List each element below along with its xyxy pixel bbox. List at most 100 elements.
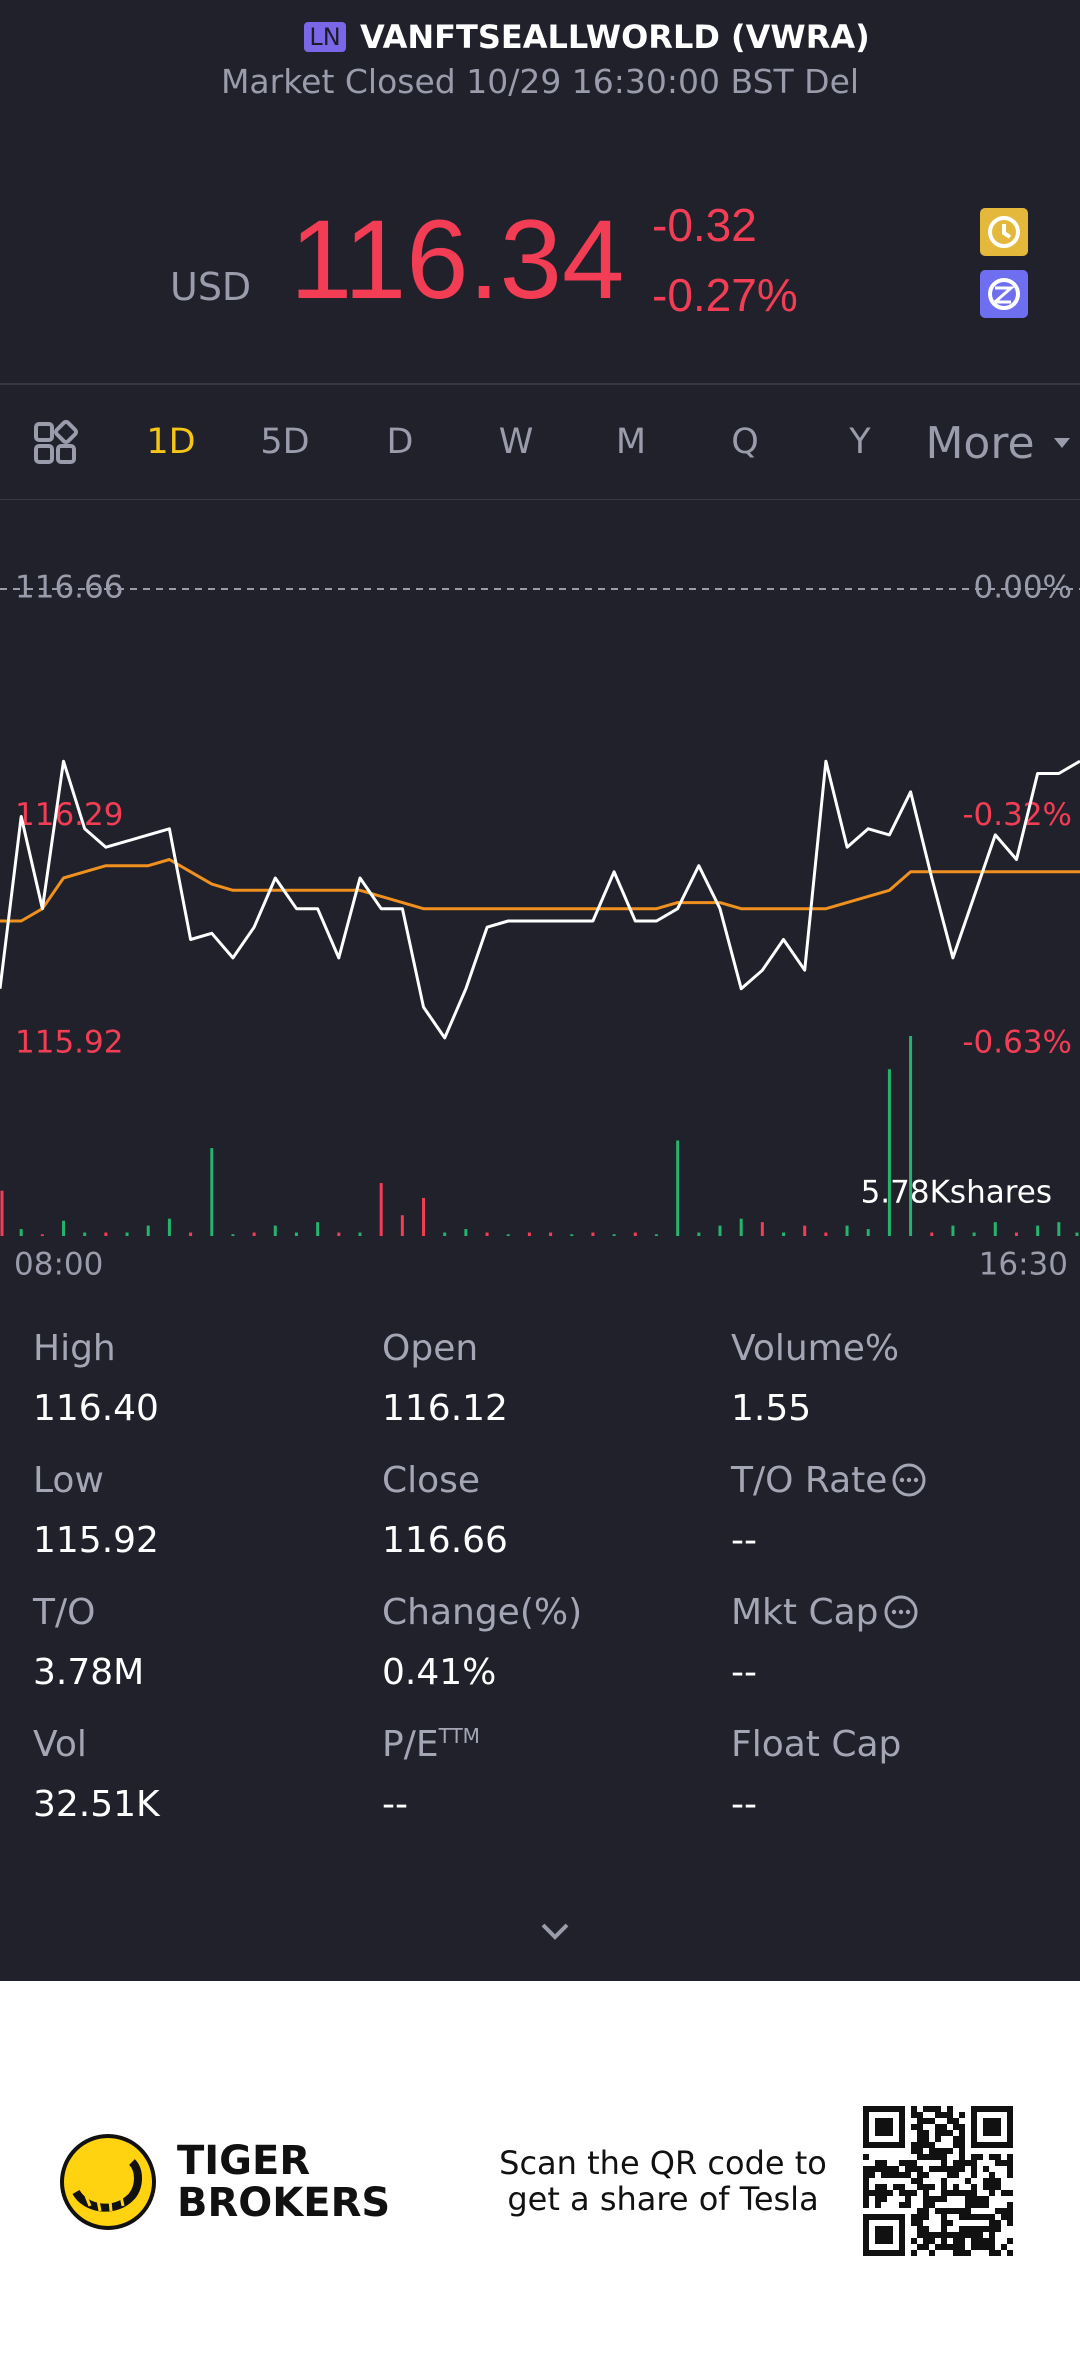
qr-module	[953, 2208, 959, 2214]
qr-module	[893, 2184, 899, 2190]
qr-module	[863, 2178, 869, 2184]
alert-icon[interactable]	[980, 270, 1028, 318]
currency: USD	[170, 265, 252, 309]
qr-module	[971, 2238, 977, 2244]
qr-module	[923, 2196, 929, 2202]
qr-module	[959, 2244, 965, 2250]
qr-module	[965, 2214, 971, 2220]
volume-bar	[633, 1232, 637, 1236]
qr-module	[875, 2190, 881, 2196]
grid-menu-icon[interactable]	[34, 419, 79, 464]
stat-label: T/O	[33, 1592, 96, 1633]
volume-bar	[189, 1232, 193, 1236]
qr-module	[1007, 2190, 1013, 2196]
qr-finder	[875, 2226, 893, 2244]
tab[interactable]: 5D	[260, 422, 310, 462]
qr-module	[923, 2184, 929, 2190]
qr-module	[923, 2136, 929, 2142]
qr-module	[995, 2178, 1001, 2184]
qr-module	[893, 2166, 899, 2172]
qr-module	[917, 2244, 923, 2250]
info-icon[interactable]	[883, 1594, 919, 1630]
qr-module	[935, 2166, 941, 2172]
qr-module	[953, 2232, 959, 2238]
qr-code	[863, 2106, 1013, 2256]
qr-module	[929, 2118, 935, 2124]
qr-module	[935, 2208, 941, 2214]
y-tick-label-right: -0.63%	[962, 1025, 1072, 1061]
volume-bar	[654, 1234, 658, 1236]
qr-module	[863, 2172, 869, 2178]
qr-module	[947, 2130, 953, 2136]
qr-module	[959, 2232, 965, 2238]
qr-module	[869, 2190, 875, 2196]
qr-finder	[875, 2118, 893, 2136]
qr-module	[1007, 2172, 1013, 2178]
qr-module	[917, 2124, 923, 2130]
tab[interactable]: M	[615, 422, 647, 462]
qr-module	[1007, 2160, 1013, 2166]
volume-bar	[252, 1232, 256, 1236]
history-icon[interactable]	[980, 208, 1028, 256]
volume-bar	[443, 1232, 447, 1236]
qr-module	[971, 2166, 977, 2172]
stat-value: --	[382, 1784, 408, 1825]
qr-module	[995, 2226, 1001, 2232]
y-tick-label-right: -0.32%	[962, 797, 1072, 833]
chart: 116.66 116.29 115.92 0.00% -0.32% -0.63% 5.78K…	[0, 570, 1080, 1281]
volume-bar	[972, 1232, 976, 1236]
qr-module	[1001, 2208, 1007, 2214]
qr-module	[941, 2244, 947, 2250]
stat-label: Change(%)	[382, 1592, 583, 1633]
qr-module	[989, 2190, 995, 2196]
qr-module	[959, 2124, 965, 2130]
qr-module	[917, 2148, 923, 2154]
volume-bar	[676, 1140, 680, 1236]
tab[interactable]: Q	[731, 422, 759, 462]
qr-module	[899, 2160, 905, 2166]
tab[interactable]: D	[386, 422, 414, 462]
x-label: 08:00	[14, 1247, 103, 1281]
volume-bar	[358, 1232, 362, 1236]
qr-module	[947, 2208, 953, 2214]
tab[interactable]: W	[498, 422, 534, 462]
qr-module	[911, 2124, 917, 2130]
qr-module	[977, 2244, 983, 2250]
qr-module	[875, 2184, 881, 2190]
tab[interactable]: More	[925, 418, 1035, 469]
qr-module	[989, 2154, 995, 2160]
qr-module	[977, 2238, 983, 2244]
stat-label: Open	[382, 1328, 479, 1369]
stat-value: 0.41%	[382, 1652, 497, 1693]
volume-bar	[379, 1183, 383, 1236]
y-tick-label: 116.66	[15, 570, 123, 606]
market-status: Market Closed 10/29 16:30:00 BST Del	[220, 62, 860, 101]
volume-bar	[1036, 1225, 1040, 1236]
qr-module	[983, 2244, 989, 2250]
stat-value: --	[731, 1520, 757, 1561]
qr-module	[863, 2154, 869, 2160]
qr-module	[971, 2214, 977, 2220]
volume-bar	[951, 1225, 955, 1236]
qr-module	[905, 2190, 911, 2196]
tab[interactable]: Y	[849, 422, 871, 462]
dark-panel	[0, 0, 1080, 1981]
expand-icon[interactable]	[540, 1920, 570, 1944]
dropdown-arrow	[1054, 438, 1070, 448]
qr-module	[959, 2112, 965, 2118]
qr-module	[911, 2106, 917, 2112]
info-icon[interactable]	[891, 1462, 927, 1498]
qr-module	[983, 2202, 989, 2208]
qr-module	[941, 2124, 947, 2130]
tab[interactable]: 1D	[146, 422, 196, 462]
qr-module	[905, 2160, 911, 2166]
qr-module	[941, 2190, 947, 2196]
qr-module	[917, 2226, 923, 2232]
qr-module	[1001, 2214, 1007, 2220]
volume-bar	[1014, 1232, 1018, 1236]
qr-module	[899, 2202, 905, 2208]
qr-module	[989, 2226, 995, 2232]
qr-module	[995, 2184, 1001, 2190]
qr-module	[971, 2184, 977, 2190]
qr-module	[899, 2190, 905, 2196]
